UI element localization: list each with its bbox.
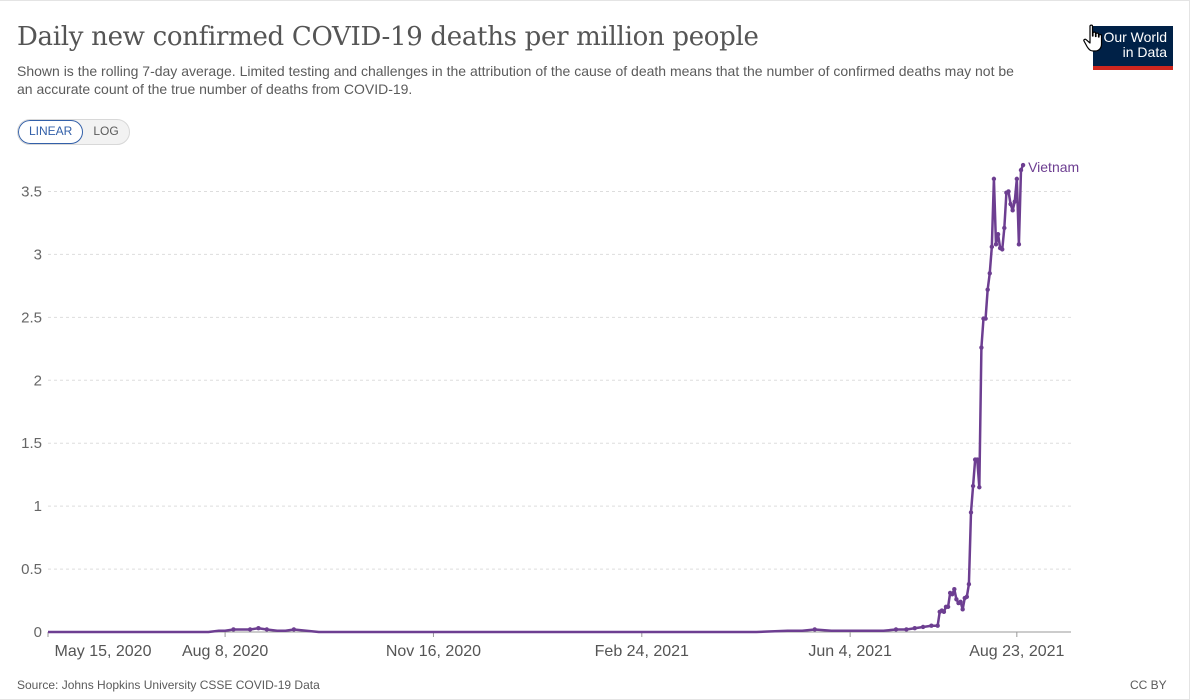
data-point[interactable] [904,627,909,632]
series-group: Vietnam [48,159,1079,634]
data-point[interactable] [989,244,995,250]
data-point[interactable] [812,627,817,632]
license-link[interactable]: CC BY [1130,678,1167,692]
data-point[interactable] [950,592,955,597]
scale-toggle[interactable]: LINEAR LOG [17,119,130,145]
data-point[interactable] [977,485,982,490]
data-point[interactable] [945,604,951,610]
x-tick-label: Aug 8, 2020 [182,643,268,660]
data-point[interactable] [979,345,984,350]
y-tick-label: 0.5 [21,561,42,578]
data-point[interactable] [941,609,947,615]
data-point[interactable] [1016,242,1022,247]
x-tick-label: May 15, 2020 [55,643,152,660]
y-axis-tick-labels: 0 0.5 1 1.5 2 2.5 3 3.5 [21,183,42,641]
data-point[interactable] [1014,176,1020,182]
data-point[interactable] [1020,162,1026,168]
x-tick-label: Feb 24, 2021 [595,643,689,660]
y-gridlines [48,190,1071,570]
data-point[interactable] [912,626,917,631]
series-label-vietnam[interactable]: Vietnam [1028,159,1079,175]
y-tick-label: 3 [34,246,42,263]
data-point[interactable] [995,232,1001,237]
data-point[interactable] [970,483,976,489]
data-point[interactable] [991,176,997,182]
series-line-vietnam[interactable] [48,164,1025,634]
data-point[interactable] [993,242,999,247]
hand-cursor-icon [1083,24,1103,52]
data-point[interactable] [231,627,236,632]
data-point[interactable] [983,316,988,321]
data-point[interactable] [291,627,297,632]
data-point[interactable] [966,581,972,587]
data-point[interactable] [264,627,269,632]
data-point[interactable] [985,287,990,292]
chart-title: Daily new confirmed COVID-19 deaths per … [17,22,759,52]
y-tick-label: 1.5 [21,435,42,452]
data-point[interactable] [964,594,970,599]
data-point[interactable] [920,624,926,630]
data-point[interactable] [968,510,974,515]
chart-subtitle: Shown is the rolling 7-day average. Limi… [17,63,1014,97]
data-point[interactable] [893,627,899,632]
data-point[interactable] [256,626,261,631]
x-axis: May 15, 2020 Aug 8, 2020 Nov 16, 2020 Feb 2… [47,631,1071,660]
x-tick-label: Jun 4, 2021 [808,643,892,660]
data-point[interactable] [247,627,253,632]
y-tick-label: 0 [34,624,42,641]
data-point[interactable] [1010,208,1015,213]
data-point[interactable] [929,623,934,628]
data-point[interactable] [952,587,957,592]
data-point[interactable] [1008,201,1013,207]
data-point[interactable] [1002,225,1007,231]
x-tick-label: Aug 23, 2021 [969,643,1064,660]
owid-logo[interactable]: Our World in Data [1093,26,1173,70]
y-tick-label: 1 [34,498,42,515]
logo-red-bar [1093,66,1173,70]
data-point[interactable] [1012,199,1017,204]
x-tick-label: Nov 16, 2020 [386,643,481,660]
data-point[interactable] [958,599,963,604]
data-point[interactable] [960,607,965,612]
data-point[interactable] [975,457,980,462]
data-point[interactable] [1006,189,1011,194]
y-tick-label: 2 [34,372,42,389]
data-point[interactable] [1000,247,1005,252]
log-scale-button[interactable]: LOG [93,124,119,138]
data-point[interactable] [935,623,940,628]
data-point[interactable] [1018,167,1024,173]
data-point[interactable] [954,597,959,602]
data-point[interactable] [987,271,992,276]
y-tick-label: 2.5 [21,309,42,326]
source-note[interactable]: Source: Johns Hopkins University CSSE CO… [17,678,320,692]
logo-line-1: Our World [1103,29,1167,45]
logo-line-2: in Data [1122,44,1167,60]
y-tick-label: 3.5 [21,183,42,200]
linear-scale-button[interactable]: LINEAR [18,120,84,144]
